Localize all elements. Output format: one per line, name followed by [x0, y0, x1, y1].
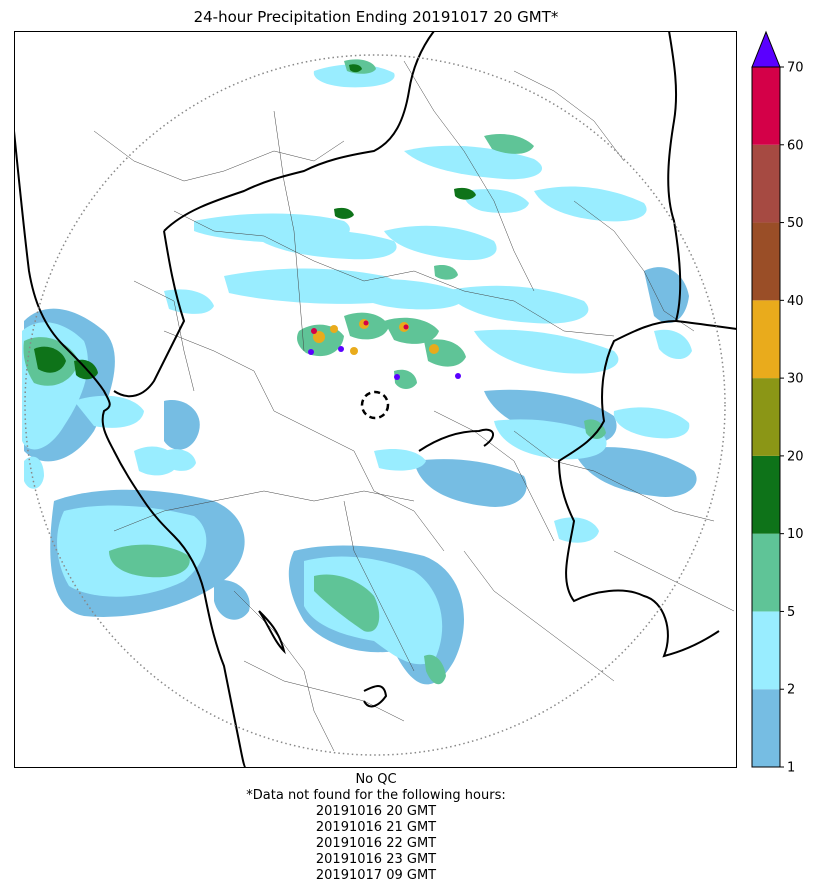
colorbar-tick-label: 50: [787, 216, 804, 231]
qc-status: No QC: [355, 772, 397, 787]
colorbar-segment: [752, 144, 780, 223]
radar-site-marker: [360, 390, 390, 420]
colorbar-tick-label: 5: [787, 605, 795, 620]
coastline: [14, 130, 247, 768]
state-border: [113, 31, 737, 708]
colorbar-segment: [752, 611, 780, 690]
colorbar-segment: [752, 455, 780, 534]
colorbar-tick-label: 10: [787, 527, 804, 542]
colorbar: 1 2 5 10 20 30 40 50 60 70: [751, 30, 804, 776]
precipitation-map: [14, 31, 737, 768]
colorbar-frame: [751, 66, 781, 768]
missing-hour: 20191016 22 GMT: [315, 836, 437, 851]
colorbar-tick-label: 2: [787, 683, 795, 698]
colorbar-segment: [752, 222, 780, 301]
colorbar-segment: [752, 533, 780, 612]
colorbar-tick-label: 60: [787, 138, 804, 153]
colorbar-tick-label: 70: [787, 61, 804, 76]
district-border: [93, 60, 735, 752]
colorbar-segment: [752, 300, 780, 379]
missing-hour: 20191016 23 GMT: [315, 852, 437, 867]
footer-notes: No QC *Data not found for the following …: [0, 772, 752, 884]
colorbar-segment: [752, 689, 780, 767]
missing-data-note: *Data not found for the following hours:: [246, 788, 506, 803]
page-title: 24-hour Precipitation Ending 20191017 20…: [193, 8, 559, 26]
range-ring: [24, 54, 726, 756]
colorbar-tick-label: 30: [787, 372, 804, 387]
convective-cells: [297, 312, 466, 389]
missing-hour: 20191017 09 GMT: [315, 868, 437, 883]
colorbar-segments: [752, 67, 780, 767]
colorbar-tick-label: 1: [787, 761, 795, 776]
map-frame: [14, 31, 737, 768]
colorbar-segment: [752, 378, 780, 456]
missing-hour: 20191016 21 GMT: [315, 820, 437, 835]
precip-layer-10-20: [34, 64, 476, 380]
colorbar-tick-label: 40: [787, 294, 804, 309]
colorbar-tick-label: 20: [787, 449, 804, 464]
colorbar-overflow-arrow: [751, 30, 781, 68]
colorbar-ticks: 1 2 5 10 20 30 40 50 60 70: [780, 61, 804, 776]
missing-hour: 20191016 20 GMT: [315, 804, 437, 819]
colorbar-segment: [752, 67, 780, 145]
